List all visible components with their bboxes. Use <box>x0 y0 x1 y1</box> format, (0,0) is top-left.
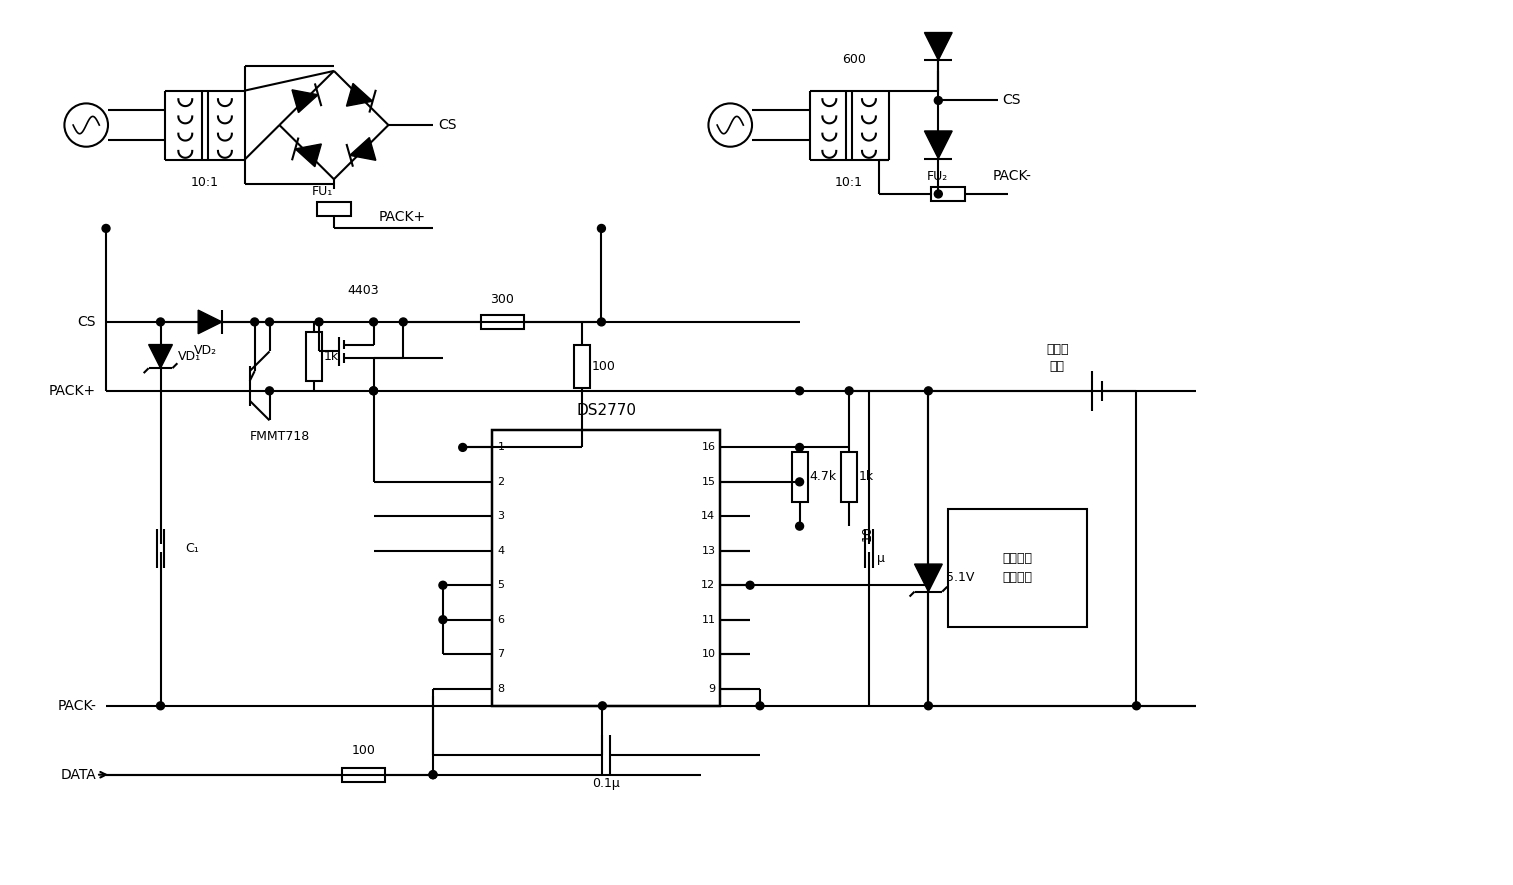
Text: 3: 3 <box>498 512 504 521</box>
Circle shape <box>1133 702 1141 710</box>
Bar <box>949 509 1086 627</box>
Circle shape <box>369 387 378 395</box>
Circle shape <box>430 771 437 779</box>
Circle shape <box>746 581 753 589</box>
Polygon shape <box>914 564 943 591</box>
Text: 15: 15 <box>702 477 716 487</box>
Circle shape <box>156 318 165 326</box>
Polygon shape <box>924 131 952 158</box>
Text: 10: 10 <box>861 526 873 542</box>
Text: PACK-: PACK- <box>57 699 97 712</box>
Text: PACK-: PACK- <box>993 169 1032 183</box>
Text: 池保护器: 池保护器 <box>1003 572 1032 584</box>
Text: 9: 9 <box>708 683 716 694</box>
Circle shape <box>796 522 803 530</box>
Text: 11: 11 <box>702 615 716 625</box>
Bar <box>492 430 720 706</box>
Text: 300: 300 <box>490 293 514 306</box>
Polygon shape <box>346 83 372 106</box>
Polygon shape <box>148 344 172 368</box>
Text: C₁: C₁ <box>185 542 200 555</box>
Circle shape <box>315 318 322 326</box>
Circle shape <box>598 225 605 233</box>
Circle shape <box>756 702 764 710</box>
Text: PACK+: PACK+ <box>48 384 97 398</box>
Circle shape <box>369 318 378 326</box>
Text: 4.7k: 4.7k <box>809 471 837 483</box>
Text: 4: 4 <box>498 546 504 556</box>
Circle shape <box>439 616 446 624</box>
Polygon shape <box>350 137 375 160</box>
Bar <box>481 315 523 329</box>
Text: μ: μ <box>878 551 885 565</box>
Text: 锂离子: 锂离子 <box>1045 343 1068 357</box>
Circle shape <box>796 478 803 486</box>
Text: 10:1: 10:1 <box>191 176 219 189</box>
Circle shape <box>266 387 274 395</box>
Text: 100: 100 <box>592 359 616 373</box>
Circle shape <box>796 387 803 395</box>
Text: 锂离子电: 锂离子电 <box>1003 551 1032 565</box>
Text: FU₂: FU₂ <box>926 170 947 182</box>
Text: 8: 8 <box>498 683 504 694</box>
Circle shape <box>439 581 446 589</box>
Text: 6: 6 <box>498 615 504 625</box>
Polygon shape <box>295 144 321 166</box>
Text: 0.1μ: 0.1μ <box>593 777 620 789</box>
Text: 10:1: 10:1 <box>835 176 862 189</box>
Bar <box>841 452 856 502</box>
Bar <box>573 344 590 388</box>
Circle shape <box>399 318 407 326</box>
Text: 5: 5 <box>498 581 504 590</box>
Bar <box>932 187 965 201</box>
Text: 2: 2 <box>498 477 504 487</box>
Text: 100: 100 <box>351 744 375 757</box>
Text: 电池: 电池 <box>1050 360 1065 373</box>
Text: CS: CS <box>77 315 97 329</box>
Text: 1k: 1k <box>324 350 339 363</box>
Circle shape <box>598 318 605 326</box>
Text: 1: 1 <box>498 442 504 452</box>
Bar <box>342 768 386 781</box>
Text: CS: CS <box>437 118 457 132</box>
Circle shape <box>430 771 437 779</box>
Text: 13: 13 <box>702 546 716 556</box>
Text: 5.1V: 5.1V <box>946 572 974 584</box>
Text: 10: 10 <box>702 649 716 659</box>
Text: 16: 16 <box>702 442 716 452</box>
Text: FMMT718: FMMT718 <box>250 430 310 443</box>
Circle shape <box>796 443 803 451</box>
Bar <box>318 202 351 216</box>
Text: 12: 12 <box>701 581 716 590</box>
Text: DS2770: DS2770 <box>576 404 637 419</box>
Polygon shape <box>198 310 222 334</box>
Circle shape <box>935 190 943 198</box>
Circle shape <box>924 387 932 395</box>
Text: CS: CS <box>1003 94 1021 107</box>
Text: FU₁: FU₁ <box>312 184 333 197</box>
Polygon shape <box>292 90 318 112</box>
Text: PACK+: PACK+ <box>378 211 425 225</box>
Text: 4403: 4403 <box>348 284 380 297</box>
Polygon shape <box>924 33 952 60</box>
Circle shape <box>458 443 466 451</box>
Bar <box>306 332 322 381</box>
Circle shape <box>846 387 853 395</box>
Text: VD₂: VD₂ <box>194 343 216 357</box>
Circle shape <box>156 702 165 710</box>
Circle shape <box>266 318 274 326</box>
Circle shape <box>101 225 110 233</box>
Text: DATA: DATA <box>61 767 97 781</box>
Circle shape <box>924 702 932 710</box>
Circle shape <box>369 387 378 395</box>
Text: 1k: 1k <box>859 471 875 483</box>
Text: VD₁: VD₁ <box>179 350 201 363</box>
Circle shape <box>251 318 259 326</box>
Text: 14: 14 <box>701 512 716 521</box>
Text: 7: 7 <box>498 649 504 659</box>
Circle shape <box>599 702 607 710</box>
Text: 600: 600 <box>843 53 865 66</box>
Bar <box>791 452 808 502</box>
Circle shape <box>935 96 943 104</box>
